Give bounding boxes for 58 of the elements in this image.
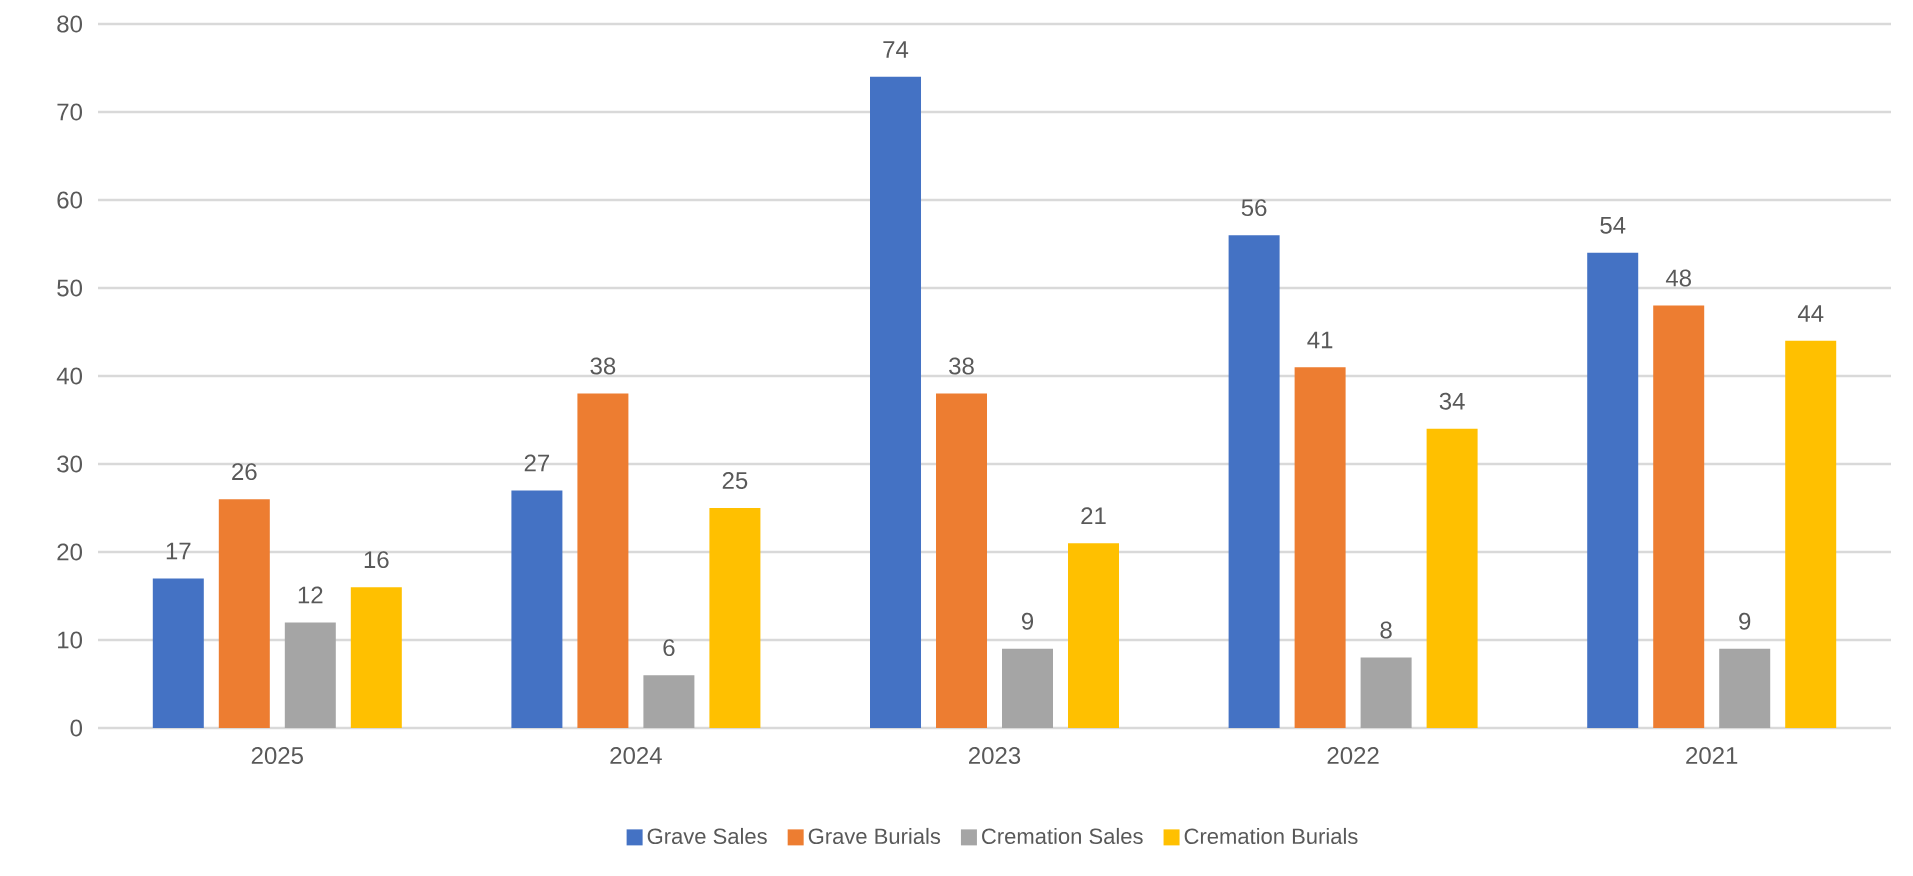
bar [1719,648,1771,728]
data-label: 9 [1021,612,1034,630]
x-tick-label: 2021 [1686,747,1738,765]
data-label: 41 [1307,331,1333,349]
data-label: 26 [232,463,257,481]
x-tick-label: 2024 [610,747,662,765]
bar [709,507,761,728]
data-label: 12 [298,586,323,604]
bar [511,490,563,728]
bar [1294,367,1346,728]
x-tick-label: 2023 [969,747,1021,765]
data-label: 25 [722,471,748,489]
y-tick-label: 80 [57,15,83,33]
data-label: 38 [949,357,974,375]
legend-label: Cremation Burials [1184,827,1358,845]
data-label: 17 [166,542,191,560]
bar [284,622,336,728]
data-label: 27 [524,454,550,472]
y-tick-label: 20 [57,543,83,561]
x-tick-label: 2025 [251,747,303,765]
data-label: 34 [1439,392,1465,410]
data-label: 56 [1241,199,1267,217]
bar [1785,340,1837,728]
legend-label: Cremation Sales [982,827,1143,845]
data-label: 44 [1797,305,1824,322]
data-label: 38 [590,357,616,375]
bar [1653,305,1705,728]
y-tick-label: 40 [56,367,83,385]
data-label: 48 [1665,269,1691,287]
y-tick-label: 0 [70,719,83,737]
data-label: 8 [1380,621,1392,639]
bar [577,393,629,728]
data-label: 21 [1081,507,1106,525]
legend-label: Grave Burials [808,827,941,845]
y-tick-label: 60 [57,191,83,209]
data-label: 54 [1600,217,1626,234]
data-label: 9 [1739,612,1751,630]
bar [152,578,204,728]
y-tick-label: 50 [57,279,83,297]
bar [1068,543,1120,728]
data-label: 6 [663,639,675,657]
y-tick-label: 70 [57,103,83,121]
data-label: 16 [364,551,389,569]
bar [936,393,987,728]
data-label: 74 [883,41,909,58]
y-tick-label: 30 [57,455,83,473]
bar [350,587,402,728]
bar [1228,235,1280,728]
x-tick-label: 2022 [1327,747,1379,765]
bar [643,675,695,728]
bar [1360,657,1412,728]
bar [1426,428,1478,728]
legend-label: Grave Sales [647,827,767,845]
bar [1587,252,1639,728]
bar [218,499,270,728]
bar [1002,648,1054,728]
y-tick-label: 10 [58,631,83,649]
bar [870,76,922,728]
